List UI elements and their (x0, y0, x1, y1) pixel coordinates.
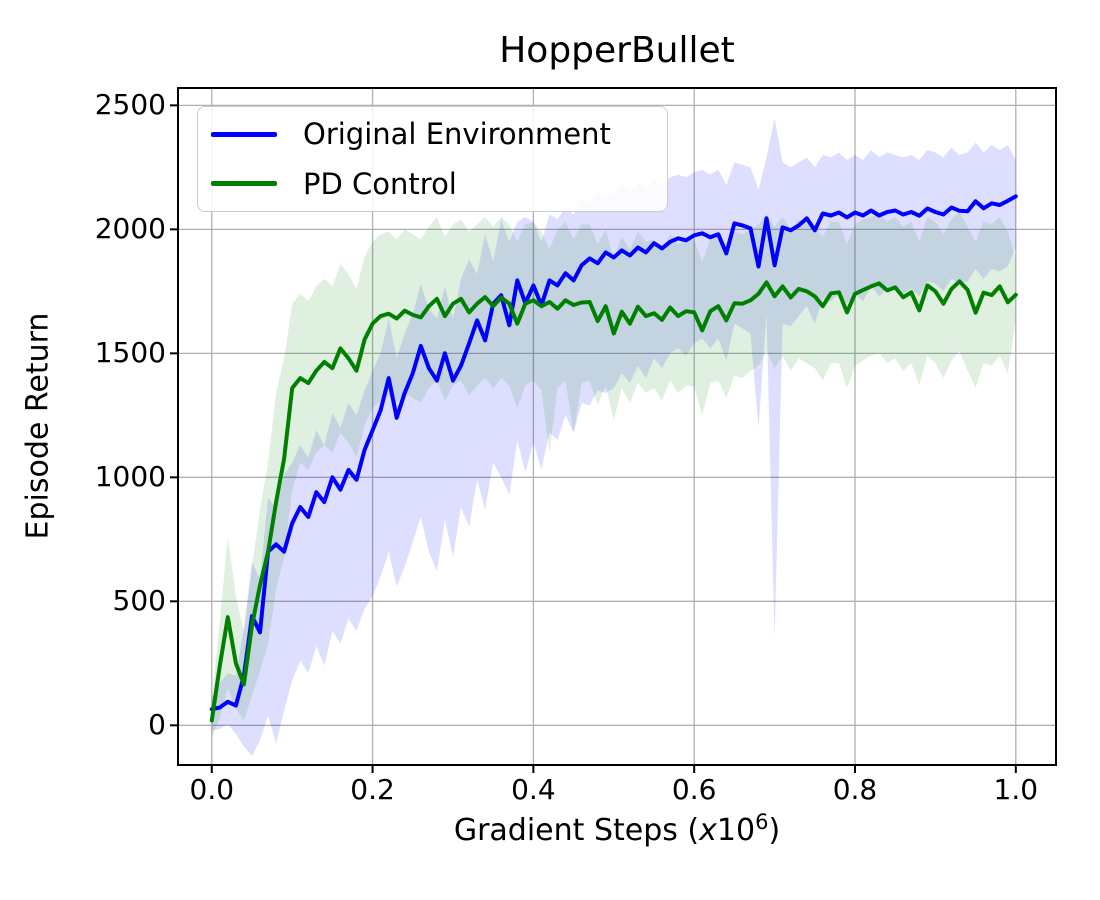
chart-title: HopperBullet (499, 30, 735, 71)
x-axis-label: Gradient Steps (x106) (178, 810, 1056, 849)
confidence-band-original-environment (211, 117, 1016, 757)
legend-label-pd-control: PD Control (303, 166, 457, 201)
x-tick-label: 0.0 (189, 773, 235, 806)
x-axis-label-prefix: Gradient Steps ( (453, 813, 700, 848)
legend-label-original-environment: Original Environment (303, 117, 611, 152)
x-axis-label-exponent: 6 (755, 810, 769, 834)
confidence-band-pd-control (211, 212, 1016, 738)
y-tick-label: 1000 (94, 460, 166, 494)
x-axis-label-variable: x (699, 813, 717, 848)
x-axis-label-base: 10 (716, 813, 756, 848)
legend-item-pd-control: PD Control (198, 160, 667, 208)
y-tick-label: 0 (148, 708, 166, 742)
data-line-original-environment (209, 194, 1018, 712)
legend: Original Environment PD Control (197, 106, 668, 212)
x-tick-label: 0.4 (511, 773, 556, 806)
legend-line-swatch-pd-control (211, 181, 277, 187)
legend-line-swatch-original-environment (211, 131, 277, 137)
y-tick-label: 2000 (94, 212, 166, 246)
x-tick-label: 0.6 (671, 773, 717, 806)
y-axis-label: Episode Return (20, 312, 56, 540)
x-tick-label: 1.0 (993, 773, 1039, 806)
x-tick-label: 0.2 (350, 773, 395, 806)
y-tick-label: 2500 (94, 88, 166, 122)
x-axis-label-suffix: ) (768, 813, 781, 848)
plot-spines (177, 87, 1057, 766)
y-tick-label: 1500 (94, 336, 166, 370)
x-tick-label: 0.8 (832, 773, 878, 806)
y-tick-label: 500 (112, 584, 166, 618)
legend-item-original-environment: Original Environment (198, 110, 667, 158)
data-line-pd-control (209, 279, 1018, 723)
